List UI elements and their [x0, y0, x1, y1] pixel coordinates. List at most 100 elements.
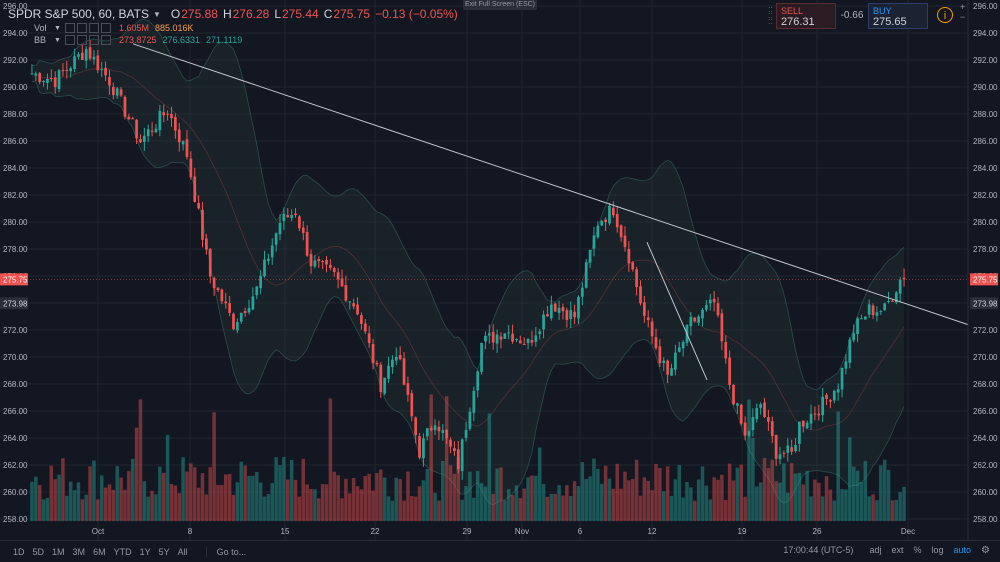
percent-toggle[interactable]: %	[913, 545, 922, 555]
candle-body	[305, 231, 309, 256]
volume-bar	[41, 499, 46, 521]
chevron-down-icon[interactable]: ▼	[54, 24, 61, 32]
volume-indicator-legend[interactable]: Vol ▼ 1.605M 885.016K	[34, 22, 194, 34]
candle-body	[255, 286, 259, 296]
info-icon[interactable]: i	[937, 7, 953, 23]
clock-time[interactable]: 17:00:44 (UTC-5)	[783, 545, 854, 555]
close-icon[interactable]	[88, 23, 99, 33]
candle-body	[770, 421, 774, 437]
minus-icon[interactable]: −	[960, 12, 966, 22]
bb-basis-line	[31, 68, 905, 431]
volume-bar	[398, 479, 402, 521]
volume-bar	[522, 488, 526, 521]
volume-bar	[410, 496, 414, 521]
candle-body	[402, 358, 406, 385]
gear-icon[interactable]: ⚙	[981, 545, 990, 556]
visibility-icon[interactable]	[64, 23, 75, 33]
volume-bar	[770, 459, 775, 521]
candle-body	[739, 404, 743, 424]
candle-body	[236, 322, 239, 331]
candle-body	[681, 341, 685, 349]
candle-body	[565, 310, 569, 320]
candle-body	[49, 78, 53, 80]
more-icon[interactable]	[100, 23, 111, 33]
volume-bar	[417, 486, 422, 521]
volume-bar	[189, 463, 193, 521]
range-1d[interactable]: 1D	[13, 546, 25, 557]
candle-body	[422, 438, 425, 459]
bollinger-bands	[31, 18, 905, 506]
candle-body	[635, 269, 638, 288]
range-5d[interactable]: 5D	[32, 546, 45, 557]
auto-toggle[interactable]: auto	[953, 545, 972, 555]
volume-bar	[313, 489, 317, 521]
window-controls[interactable]: + −	[960, 2, 965, 22]
chevron-down-icon[interactable]: ▼	[54, 36, 61, 44]
ext-toggle[interactable]: ext	[891, 545, 904, 555]
bottom-toolbar: 1D 5D 1M 3M 6M YTD 1Y 5Y All Go to... 17…	[0, 540, 1000, 562]
time-axis: Oct 8 15 22 29 Nov 6 12 19 26 Dec	[92, 527, 915, 536]
candle-body	[821, 396, 825, 416]
close-icon[interactable]	[88, 35, 99, 45]
buy-button[interactable]: BUY 275.65	[868, 3, 928, 29]
range-ytd[interactable]: YTD	[113, 546, 132, 557]
plus-icon[interactable]: +	[960, 2, 966, 12]
chevron-down-icon[interactable]: ▼	[152, 9, 161, 19]
volume-bar	[805, 470, 809, 521]
candle-body	[879, 311, 883, 313]
buy-price: 275.65	[873, 16, 907, 28]
candle-body	[445, 429, 449, 439]
candle-body	[511, 333, 514, 342]
candle-body	[453, 448, 456, 452]
price-chart[interactable]: 296.00 296.00 294.00 294.00 292.00 292.00 290.…	[0, 0, 1000, 540]
chart-area[interactable]: 296.00 296.00 294.00 294.00 292.00 292.00 290.…	[0, 0, 1000, 540]
go-to-date-button[interactable]: Go to...	[205, 546, 246, 557]
candle-body	[615, 214, 619, 228]
drag-handle-icon[interactable]: ::::::	[768, 4, 774, 26]
range-3m[interactable]: 3M	[72, 546, 86, 557]
candle-body	[790, 447, 794, 452]
candle-body	[515, 339, 518, 341]
visibility-icon[interactable]	[64, 35, 75, 45]
volume-bar	[212, 412, 216, 521]
candle-body	[782, 452, 786, 454]
candle-body	[208, 248, 212, 277]
settings-icon[interactable]	[76, 23, 87, 33]
bb-indicator-legend[interactable]: BB ▼ 273.8725 276.6331 271.1119	[34, 34, 242, 46]
candle-body	[317, 259, 321, 262]
range-all[interactable]: All	[177, 546, 188, 557]
volume-bar	[596, 468, 600, 521]
sell-button[interactable]: SELL 276.31	[776, 3, 836, 29]
range-6m[interactable]: 6M	[93, 546, 106, 557]
volume-bar	[351, 477, 356, 521]
candle-body	[468, 411, 472, 429]
adj-toggle[interactable]: adj	[869, 545, 882, 555]
high-label: H	[222, 7, 232, 21]
settings-icon[interactable]	[76, 35, 87, 45]
volume-bar	[448, 465, 453, 521]
range-1m[interactable]: 1M	[52, 546, 65, 557]
candle-body	[522, 344, 526, 346]
candle-body	[747, 431, 751, 436]
candle-body	[705, 305, 708, 310]
x-tick-label: 15	[281, 527, 290, 536]
candle-body	[123, 96, 127, 117]
y-tick-label-left: 282.00	[3, 191, 28, 200]
volume-bar	[642, 477, 647, 521]
volume-bar	[700, 466, 705, 521]
trend-line-segment	[132, 43, 969, 326]
symbol-title[interactable]: SPDR S&P 500, 60, BATS	[8, 7, 149, 21]
y-tick-label-right: 284.00	[973, 164, 998, 173]
exit-fullscreen-button[interactable]: Exit Full Screen (ESC)	[463, 0, 537, 10]
range-5y[interactable]: 5Y	[158, 546, 170, 557]
candle-body	[119, 89, 123, 96]
candle-body	[604, 219, 607, 223]
candle-body	[708, 299, 712, 304]
range-1y[interactable]: 1Y	[139, 546, 151, 557]
candle-body	[65, 69, 69, 71]
volume-bar	[499, 467, 503, 521]
y-tick-label-right: 282.00	[973, 191, 998, 200]
volume-bar	[425, 469, 430, 521]
log-toggle[interactable]: log	[931, 545, 944, 555]
more-icon[interactable]	[100, 35, 111, 45]
